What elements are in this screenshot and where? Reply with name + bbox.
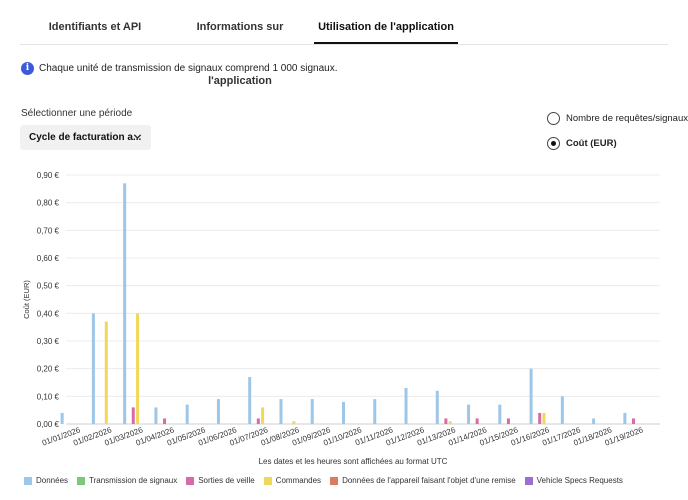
tab-credentials-api[interactable]: Identifiants et API [48,21,142,33]
radio-label: Nombre de requêtes/signaux [566,113,688,124]
legend-swatch [330,476,339,485]
radio-cost-eur[interactable]: Coût (EUR) [547,137,617,150]
y-tick-label: 0,80 € [37,199,60,208]
bar-donn-es[interactable] [529,368,533,424]
legend-item[interactable]: Données [24,476,68,485]
legend-swatch [77,476,86,485]
bar-donn-es[interactable] [248,376,252,424]
y-tick-label: 0,20 € [37,365,60,374]
y-tick-label: 0,10 € [37,392,60,401]
period-label: Sélectionner une période [21,108,133,119]
period-select[interactable]: Cycle de facturation a... [20,125,151,150]
legend-label: Données de l'appareil faisant l'objet d'… [342,476,516,485]
bar-donn-es[interactable] [310,399,314,424]
legend-swatch [186,476,195,485]
bar-donn-es[interactable] [154,407,158,424]
bar-donn-es[interactable] [592,418,596,424]
bar-sorties-de-veille[interactable] [256,418,260,424]
bar-donn-es[interactable] [623,412,627,424]
info-icon: i [21,61,34,75]
bar-donn-es[interactable] [435,390,439,424]
radio-label: Coût (EUR) [566,138,617,149]
bar-donn-es[interactable] [341,401,345,424]
legend-item[interactable]: Vehicle Specs Requests [524,476,623,485]
bar-donn-es[interactable] [123,183,127,424]
bar-sorties-de-veille[interactable] [131,407,135,424]
bar-commandes[interactable] [448,421,452,424]
legend-item[interactable]: Sorties de veille [186,476,255,485]
x-axis-label: Les dates et les heures sont affichées a… [259,457,448,466]
legend-label: Données [36,476,69,485]
bar-sorties-de-veille[interactable] [631,418,635,424]
legend-label: Commandes [275,476,322,485]
y-tick-label: 0,60 € [37,254,60,263]
info-text: Chaque unité de transmission de signaux … [39,62,338,74]
chart-legend: Données Transmission de signaux Sorties de… [24,476,632,485]
tab-app-info[interactable]: Informations sur l'application [196,21,284,87]
tab-divider [20,44,668,45]
legend-item[interactable]: Commandes [263,476,322,485]
tab-bar: Identifiants et API Informations sur l'a… [0,0,688,87]
tab-app-usage[interactable]: Utilisation de l'application [314,0,458,44]
legend-item[interactable]: Données de l'appareil faisant l'objet d'… [330,476,516,485]
legend-swatch [24,476,32,485]
cost-bar-chart: 0,00 € 0,10 € 0,20 € 0,30 € 0,40 € 0,50 € 0,60… [22,171,660,466]
y-tick-label: 0,70 € [37,226,60,235]
legend-swatch [524,476,533,485]
bar-donn-es[interactable] [498,404,502,424]
y-tick-label: 0,90 € [37,171,60,180]
y-tick-label: 0,30 € [37,337,60,346]
bar-donn-es[interactable] [279,399,283,424]
bar-donn-es[interactable] [60,412,64,424]
info-banner: i Chaque unité de transmission de signau… [21,60,338,76]
bar-donn-es[interactable] [467,404,471,424]
y-tick-label: 0,50 € [37,282,60,291]
bar-commandes[interactable] [261,407,265,424]
bar-sorties-de-veille[interactable] [475,418,479,424]
legend-label: Transmission de signaux [89,476,178,485]
bar-donn-es[interactable] [185,404,189,424]
legend-swatch [263,476,272,485]
bar-sorties-de-veille[interactable] [163,418,167,424]
legend-label: Sorties de veille [198,476,255,485]
bar-commandes[interactable] [542,412,546,424]
bar-donn-es[interactable] [560,396,564,424]
y-tick-label: 0,40 € [37,309,60,318]
bar-sorties-de-veille[interactable] [444,418,448,424]
bar-donn-es[interactable] [404,388,408,424]
bar-commandes[interactable] [136,313,140,424]
bar-donn-es[interactable] [216,399,220,424]
period-select-value: Cycle de facturation a... [29,132,142,143]
bar-commandes[interactable] [292,421,296,424]
radio-circle [547,112,560,125]
y-axis-label: Coût (EUR) [22,280,31,319]
legend-item[interactable]: Transmission de signaux [77,476,177,485]
bar-donn-es[interactable] [373,399,377,424]
bar-donn-es[interactable] [91,313,95,424]
bar-commandes[interactable] [104,321,108,424]
bar-sorties-de-veille[interactable] [506,418,510,424]
legend-label: Vehicle Specs Requests [536,476,623,485]
radio-circle-selected [547,137,560,150]
chevron-down-icon [133,134,142,139]
radio-requests-signals[interactable]: Nombre de requêtes/signaux [547,112,688,125]
y-tick-label: 0,00 € [37,420,60,429]
bar-sorties-de-veille[interactable] [538,412,542,424]
